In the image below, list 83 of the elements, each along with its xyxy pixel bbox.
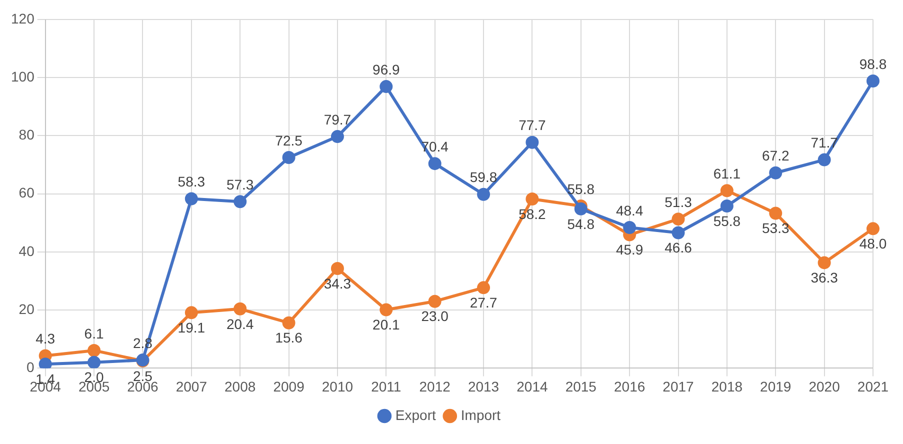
point [184,306,198,320]
data-label: 96.9 [372,61,400,78]
point [330,130,344,144]
point [282,150,296,164]
y-tick-label: 20 [18,300,35,317]
x-tick-label: 2007 [176,378,208,394]
point [330,262,344,275]
data-label: 6.1 [84,325,104,342]
data-label: 57.3 [226,176,254,193]
data-label: 34.3 [324,275,352,292]
point [769,206,782,220]
x-tick-label: 2014 [516,378,548,394]
x-tick-label: 2015 [565,378,597,394]
point [428,157,442,170]
data-label: 20.4 [226,316,254,332]
data-label: 48.4 [616,202,644,218]
x-tick-label: 2011 [371,378,402,394]
data-label: 53.3 [762,220,790,236]
point [234,195,247,208]
point [88,356,101,368]
point [818,153,831,166]
y-tick-label: 60 [18,184,35,201]
x-tick-label: 2017 [662,378,694,394]
data-label: 15.6 [275,330,303,346]
data-label: 4.3 [36,330,56,347]
point [282,316,296,330]
point [672,226,685,240]
data-label: 54.8 [567,216,595,232]
x-tick-label: 2020 [808,378,840,394]
data-label: 45.9 [616,242,644,258]
point [623,221,636,234]
data-label: 55.8 [713,212,741,229]
x-tick-label: 2016 [614,378,646,394]
x-tick-label: 2010 [322,378,354,394]
x-tick-label: 2021 [857,378,889,394]
y-tick-label: 120 [11,10,35,26]
data-label: 36.3 [810,270,838,286]
point [818,256,831,270]
y-tick-label: 0 [26,359,35,376]
y-tick-label: 100 [11,68,35,84]
data-label: 27.7 [470,294,498,311]
legend-label: Export [395,406,436,423]
data-label: 23.0 [421,308,449,324]
x-tick-label: 2009 [273,378,305,394]
point [866,222,880,236]
point [477,281,490,294]
data-label: 98.8 [859,56,887,72]
point [574,202,588,216]
x-tick-label: 2018 [711,378,743,394]
point [526,136,539,149]
point [380,303,393,316]
y-tick-label: 80 [18,126,35,143]
data-label: 59.8 [470,169,498,186]
point [769,166,782,180]
point [234,302,247,316]
data-label: 48.0 [859,236,887,252]
point [88,344,101,357]
data-label: 67.2 [762,148,790,164]
data-label: 19.1 [178,320,206,336]
data-label: 79.7 [324,111,352,128]
point [526,192,539,206]
x-tick-label: 2012 [419,378,451,394]
point [477,188,490,201]
x-tick-label: 2008 [224,378,256,394]
data-label: 72.5 [275,132,303,148]
data-label: 20.1 [372,316,400,333]
y-tick-label: 40 [18,242,35,259]
point [184,192,198,206]
legend-label: Import [460,406,501,423]
data-label: 55.8 [567,180,595,197]
data-label: 46.6 [664,240,692,256]
point [428,294,442,308]
data-label: 61.1 [713,165,741,182]
point [720,184,734,198]
data-label: 77.7 [518,117,546,134]
x-tick-label: 2013 [468,378,500,394]
data-label: 51.3 [664,194,692,210]
point [866,74,880,88]
point [672,212,685,226]
point [380,80,393,94]
point [720,200,734,213]
x-tick-label: 2019 [760,378,792,394]
data-label: 58.3 [178,174,206,190]
